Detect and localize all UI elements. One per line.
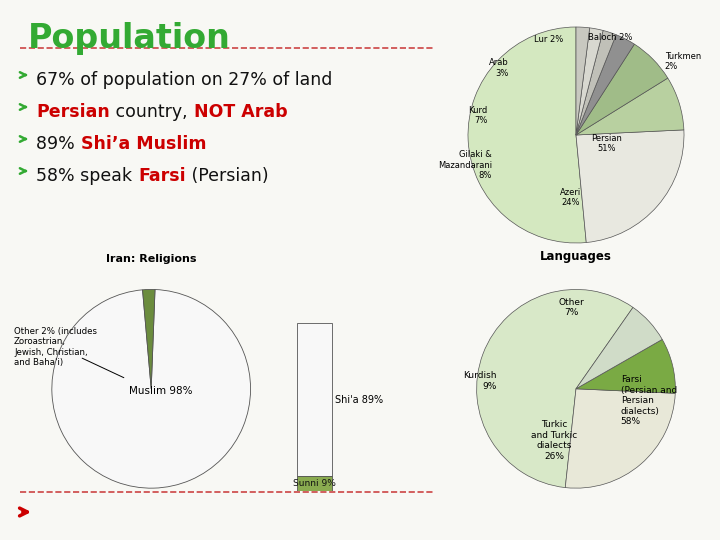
Wedge shape — [576, 340, 675, 393]
Wedge shape — [576, 307, 662, 389]
Title: Languages: Languages — [540, 251, 612, 264]
Wedge shape — [576, 130, 684, 242]
Text: Turkic
and Turkic
dialects
26%: Turkic and Turkic dialects 26% — [531, 420, 577, 461]
Text: Kurd
7%: Kurd 7% — [468, 106, 487, 125]
Text: NOT Arab: NOT Arab — [194, 103, 287, 121]
Wedge shape — [468, 27, 586, 243]
Wedge shape — [52, 289, 251, 488]
Text: Shi’a Muslim: Shi’a Muslim — [81, 135, 206, 153]
Bar — [297, 323, 332, 476]
Wedge shape — [576, 30, 616, 135]
Wedge shape — [576, 27, 590, 135]
Text: Farsi
(Persian and
Persian
dialects)
58%: Farsi (Persian and Persian dialects) 58% — [621, 375, 677, 426]
Text: Other
7%: Other 7% — [558, 298, 584, 317]
Text: Other 2% (includes
Zoroastrian,
Jewish, Christian,
and Baha'i): Other 2% (includes Zoroastrian, Jewish, … — [14, 327, 97, 367]
Text: Population: Population — [28, 22, 231, 55]
Text: Persian: Persian — [36, 103, 109, 121]
Text: Muslim 98%: Muslim 98% — [130, 386, 193, 396]
Wedge shape — [143, 289, 155, 389]
Text: Gilaki &
Mazandarani
8%: Gilaki & Mazandarani 8% — [438, 150, 492, 180]
Bar — [297, 476, 332, 491]
Text: Lur 2%: Lur 2% — [534, 36, 563, 44]
Text: Baloch 2%: Baloch 2% — [588, 33, 633, 42]
Wedge shape — [576, 35, 634, 135]
Text: Kurdish
9%: Kurdish 9% — [463, 371, 497, 390]
Text: 89%: 89% — [36, 135, 80, 153]
Text: country,: country, — [110, 103, 194, 121]
Text: Turkmen
2%: Turkmen 2% — [665, 52, 701, 71]
Text: (Persian): (Persian) — [186, 167, 269, 185]
Wedge shape — [576, 44, 667, 135]
Title: Iran: Religions: Iran: Religions — [106, 254, 197, 264]
Wedge shape — [565, 389, 675, 488]
Text: 67% of population on 27% of land: 67% of population on 27% of land — [36, 71, 333, 89]
Text: Shi'a 89%: Shi'a 89% — [335, 395, 383, 404]
Wedge shape — [576, 28, 603, 135]
Text: Persian
51%: Persian 51% — [591, 134, 621, 153]
Text: Azeri
24%: Azeri 24% — [560, 188, 581, 207]
Wedge shape — [477, 289, 633, 488]
Text: 58% speak: 58% speak — [36, 167, 138, 185]
Text: Arab
3%: Arab 3% — [490, 58, 509, 78]
Wedge shape — [576, 78, 684, 135]
Text: Farsi: Farsi — [138, 167, 186, 185]
Text: Sunni 9%: Sunni 9% — [293, 479, 336, 488]
